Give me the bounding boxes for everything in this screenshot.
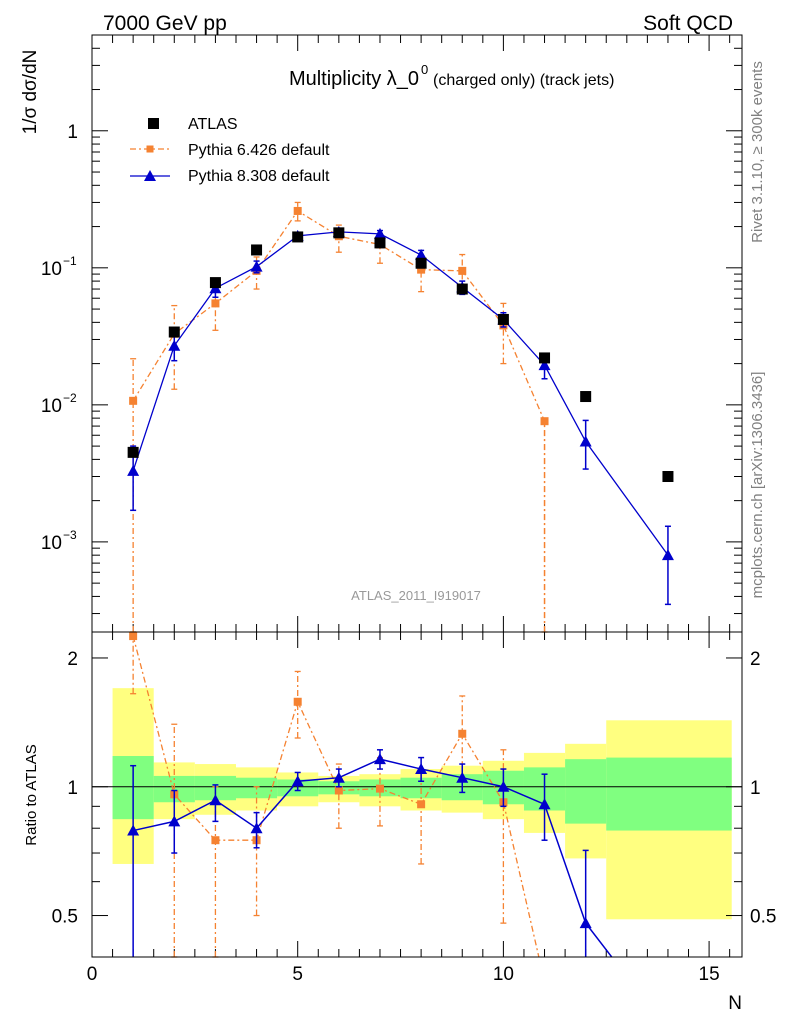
legend-marker-pythia8 <box>144 170 156 181</box>
atlas-point <box>209 277 221 289</box>
atlas-point <box>497 313 509 325</box>
atlas-point <box>292 231 304 243</box>
ratio-pythia6-point <box>129 632 138 641</box>
main-ylabel: 1/σ dσ/dN <box>20 50 41 135</box>
atlas-point <box>415 257 427 269</box>
pythia8-point <box>661 549 674 561</box>
atlas-point <box>580 391 592 403</box>
ratio-ytick-label-left: 1 <box>67 778 78 799</box>
atlas-point <box>333 227 345 239</box>
main-ytick-label: 10 <box>41 533 62 554</box>
pythia8-point <box>538 359 551 371</box>
ratio-pythia8-point <box>415 763 428 775</box>
ratio-pythia8-point <box>497 780 510 792</box>
ratio-pythia8-point <box>373 753 386 765</box>
x-axis-label: N <box>728 993 742 1014</box>
ratio-pythia6-point <box>211 836 220 845</box>
ratio-pythia6-point <box>293 697 302 706</box>
pythia6-line <box>132 210 546 632</box>
ratio-band-green <box>565 759 607 824</box>
pythia8-point <box>250 260 263 272</box>
ratio-pythia8-point <box>538 798 551 810</box>
pythia8-point <box>373 227 386 239</box>
ratio-ytick-label-right: 1 <box>750 778 761 799</box>
atlas-point <box>251 244 263 256</box>
atlas-point <box>662 471 674 483</box>
ratio-ytick-label-right: 0.5 <box>750 907 776 928</box>
ratio-ytick-label-left: 2 <box>67 649 78 670</box>
x-tick-label: 15 <box>699 964 720 985</box>
pythia6-point <box>540 417 549 426</box>
legend-label-atlas: ATLAS <box>188 116 238 133</box>
main-ytick-label: 10 <box>41 259 62 280</box>
ratio-pythia8-point <box>127 824 140 836</box>
x-tick-label: 10 <box>493 964 514 985</box>
ratio-panel: 0.5 0.5 1 1 2 2 0 5 10 15 Ratio to ATLAS N <box>23 631 776 1014</box>
x-tick-label: 0 <box>87 964 98 985</box>
ratio-pythia8-point <box>209 794 222 806</box>
mcplots-label: mcplots.cern.ch [arXiv:1306.3436] <box>749 372 766 599</box>
ratio-pythia6-point <box>417 800 426 809</box>
main-title-sup: 0 <box>421 62 428 77</box>
atlas-point <box>127 446 139 458</box>
legend-label-pythia6: Pythia 6.426 default <box>188 142 330 159</box>
analysis-watermark: ATLAS_2011_I919017 <box>351 588 481 603</box>
pythia6-point <box>129 396 138 405</box>
legend-marker-atlas <box>148 118 159 129</box>
pythia6-point <box>458 266 467 275</box>
ratio-ytick-label-left: 0.5 <box>52 907 78 928</box>
main-ytick-label-exp: −2 <box>63 391 77 405</box>
ratio-ylabel: Ratio to ATLAS <box>23 744 40 845</box>
legend-marker-pythia6 <box>146 145 154 153</box>
x-tick-label: 5 <box>292 964 303 985</box>
header-category: Soft QCD <box>643 12 733 35</box>
ratio-pythia6-point <box>458 729 467 738</box>
ratio-pythia6-point <box>375 784 384 793</box>
atlas-point <box>168 326 180 338</box>
main-ytick-label-exp: −3 <box>63 528 77 542</box>
main-ytick-label: 1 <box>67 122 78 143</box>
ratio-band-green <box>606 757 732 831</box>
ratio-pythia8-point <box>250 822 263 834</box>
ratio-ytick-label-right: 2 <box>750 649 761 670</box>
ratio-frame <box>91 631 743 958</box>
legend: ATLAS Pythia 6.426 default Pythia 8.308 … <box>130 116 330 185</box>
ratio-pythia6-point <box>334 786 343 795</box>
pythia6-point <box>211 299 220 308</box>
ratio-pythia8-point <box>579 917 592 929</box>
ratio-pythia8-point <box>456 771 469 783</box>
rivet-label: Rivet 3.1.10, ≥ 300k events <box>749 61 766 243</box>
pythia8-point <box>579 435 592 447</box>
legend-label-pythia8: Pythia 8.308 default <box>188 168 330 185</box>
ratio-pythia8-point <box>291 775 304 787</box>
ratio-pythia8-point <box>168 815 181 827</box>
atlas-point <box>539 352 551 364</box>
header-collision: 7000 GeV pp <box>103 12 227 35</box>
main-title: Multiplicity λ_0 <box>289 68 419 90</box>
pythia6-point <box>417 265 426 274</box>
main-panel: Multiplicity λ_0 0 (charged only) (track… <box>20 34 743 633</box>
pythia8-point <box>415 249 428 261</box>
pythia8-point <box>168 339 181 351</box>
main-title-suffix: (charged only) (track jets) <box>433 72 614 89</box>
ratio-pythia8-point <box>332 771 345 783</box>
pythia6-point <box>293 206 302 215</box>
atlas-point <box>456 283 468 295</box>
pythia8-point <box>127 464 140 476</box>
main-ytick-label: 10 <box>41 396 62 417</box>
main-ytick-label-exp: −1 <box>63 254 77 268</box>
atlas-point <box>374 237 386 249</box>
